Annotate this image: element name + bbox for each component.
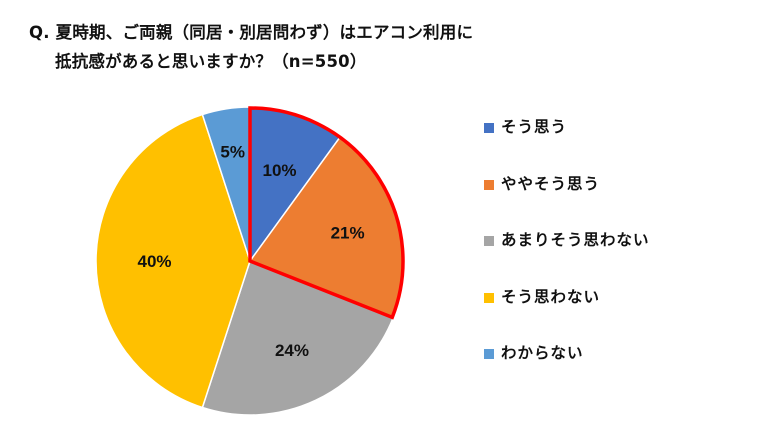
chart-title: Q. 夏時期、ご両親（同居・別居問わず）はエアコン利用に 抵抗感があると思います… — [29, 18, 473, 76]
highlight-outline — [248, 106, 405, 320]
legend-swatch — [484, 292, 494, 303]
slice-label: 21% — [331, 224, 365, 243]
legend-swatch — [484, 123, 494, 133]
slice-label: 10% — [262, 161, 296, 180]
legend-label: そう思わない — [501, 287, 601, 306]
legend-swatch — [484, 179, 494, 190]
pie-slices — [95, 106, 405, 416]
legend-label: わからない — [501, 344, 584, 362]
chart-title-line1: Q. 夏時期、ご両親（同居・別居問わず）はエアコン利用に — [29, 23, 474, 42]
legend-label: そう思う — [501, 118, 568, 136]
legend-item-sou-omou: そう思う — [484, 116, 650, 173]
pie-slice — [95, 113, 251, 409]
legend-swatch — [484, 236, 494, 246]
legend-item-sou-omowanai: そう思わない — [484, 286, 650, 343]
slice-label: 24% — [275, 341, 309, 360]
legend-label: あまりそう思わない — [501, 231, 650, 249]
legend: そう思う ややそう思う あまりそう思わない そう思わない わからない — [484, 116, 650, 399]
slice-label: 40% — [138, 252, 172, 271]
chart-title-line2: 抵抗感があると思いますか？（n=550） — [55, 52, 367, 71]
legend-item-yaya-sou-omou: ややそう思う — [484, 173, 650, 230]
legend-label: ややそう思う — [501, 174, 601, 193]
pie-labels: 10% 21% 24% 40% 5% — [138, 142, 365, 360]
legend-item-amari-sou-omowanai: あまりそう思わない — [484, 229, 650, 286]
legend-swatch — [484, 349, 494, 359]
legend-item-wakaranai: わからない — [484, 342, 650, 399]
slice-label: 5% — [220, 142, 245, 161]
